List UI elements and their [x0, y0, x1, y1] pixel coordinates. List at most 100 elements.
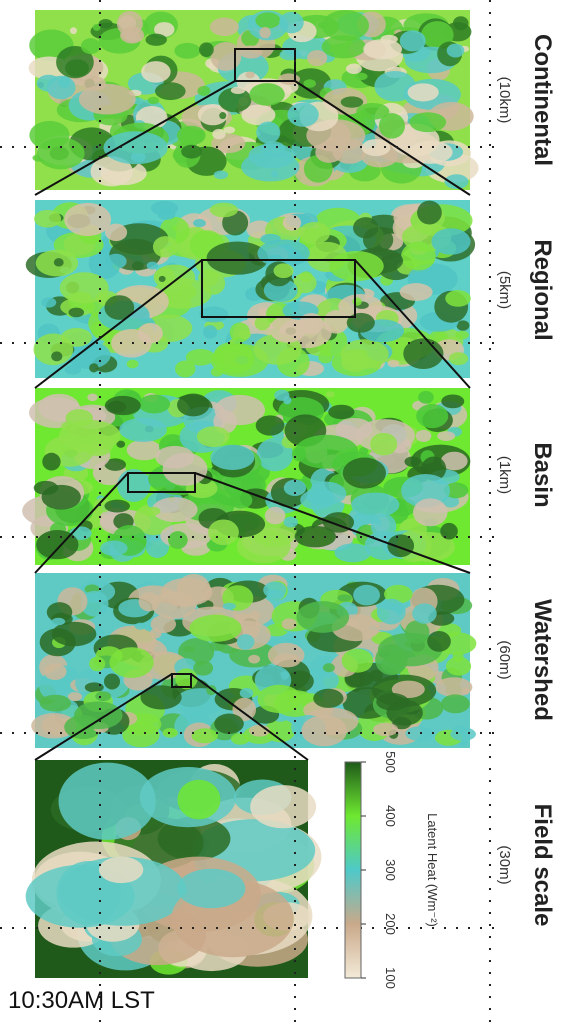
map-texture [404, 456, 420, 466]
map-texture [435, 677, 472, 697]
map-texture [292, 447, 306, 461]
map-texture [377, 599, 406, 625]
map-texture [379, 113, 405, 139]
panel-title: Regional [529, 239, 556, 340]
map-texture [240, 45, 263, 58]
map-texture [159, 276, 166, 282]
map-texture [105, 224, 127, 241]
map-texture [431, 228, 470, 254]
map-texture [41, 297, 56, 307]
map-texture [207, 241, 269, 274]
map-texture [34, 210, 61, 228]
map-texture [199, 42, 214, 57]
map-texture [355, 73, 368, 81]
map-texture [318, 22, 328, 29]
panel-title: Watershed [529, 599, 556, 721]
map-texture [148, 97, 159, 104]
map-texture [353, 585, 380, 606]
map-texture [89, 657, 105, 672]
map-texture [210, 18, 239, 37]
map-texture [273, 263, 293, 278]
map-texture [342, 649, 373, 673]
map-texture [197, 426, 230, 447]
map-texture [240, 688, 253, 698]
map-texture [326, 391, 335, 397]
map-texture [283, 215, 301, 231]
map-texture [307, 50, 327, 66]
map-texture [445, 290, 471, 307]
map-texture [418, 391, 434, 404]
map-texture [127, 360, 139, 369]
map-texture [74, 701, 122, 729]
map-texture [409, 112, 446, 132]
map-texture [210, 445, 254, 470]
map-texture [416, 404, 448, 428]
map-texture [99, 856, 143, 883]
map-texture [214, 170, 228, 179]
map-texture [52, 622, 97, 647]
map-texture [197, 86, 210, 96]
map-texture [189, 615, 241, 642]
map-texture [174, 43, 200, 59]
panel-labels: Continental(10km)Regional(5km)Basin(1km)… [496, 34, 556, 926]
panel-resolution: (10km) [496, 77, 513, 124]
map-texture [283, 516, 297, 527]
map-texture [400, 283, 433, 301]
map-texture [81, 38, 101, 54]
map-texture [153, 236, 178, 257]
panel-title: Basin [529, 442, 556, 507]
map-texture [135, 623, 146, 630]
map-texture [261, 141, 286, 157]
map-texture [337, 594, 352, 601]
map-texture [300, 490, 334, 510]
panel-resolution: (1km) [496, 456, 513, 494]
map-texture [388, 360, 400, 367]
map-texture [427, 631, 451, 652]
map-texture [363, 227, 393, 252]
panel-title: Field scale [529, 804, 556, 927]
map-texture [87, 394, 97, 402]
colorbar [345, 762, 361, 978]
map-texture [208, 519, 239, 545]
map-texture [231, 87, 245, 94]
map-texture [287, 103, 318, 127]
map-texture [44, 663, 66, 680]
map-texture [238, 330, 251, 339]
map-texture [408, 83, 439, 101]
map-texture [89, 363, 99, 372]
colorbar-tick-label: 200 [383, 913, 398, 935]
map-texture [199, 306, 228, 322]
map-texture [104, 673, 120, 689]
map-texture [416, 430, 432, 442]
map-texture [318, 351, 332, 363]
map-texture [375, 644, 407, 675]
map-texture [256, 415, 285, 435]
map-texture [163, 728, 178, 738]
map-texture [324, 310, 349, 334]
map-texture [340, 339, 388, 369]
map-texture [33, 333, 73, 365]
colorbar-tick-label: 400 [383, 805, 398, 827]
map-texture [60, 272, 109, 303]
map-texture [341, 96, 364, 107]
map-texture [126, 32, 141, 43]
map-texture [453, 725, 465, 732]
colorbar-tick-label: 500 [383, 751, 398, 773]
map-texture [370, 433, 397, 456]
map-texture [58, 76, 70, 88]
map-texture [437, 431, 455, 441]
map-texture [105, 396, 141, 415]
map-texture [455, 331, 469, 340]
map-texture [273, 654, 300, 668]
map-texture [145, 507, 160, 516]
map-texture [158, 210, 176, 220]
map-texture [181, 145, 202, 159]
map-texture [51, 618, 65, 625]
map-texture [405, 620, 429, 644]
map-texture [245, 71, 255, 78]
map-texture [255, 12, 280, 28]
map-texture [119, 418, 167, 442]
map-texture [400, 30, 426, 51]
map-texture [145, 34, 166, 46]
map-texture [203, 325, 217, 339]
